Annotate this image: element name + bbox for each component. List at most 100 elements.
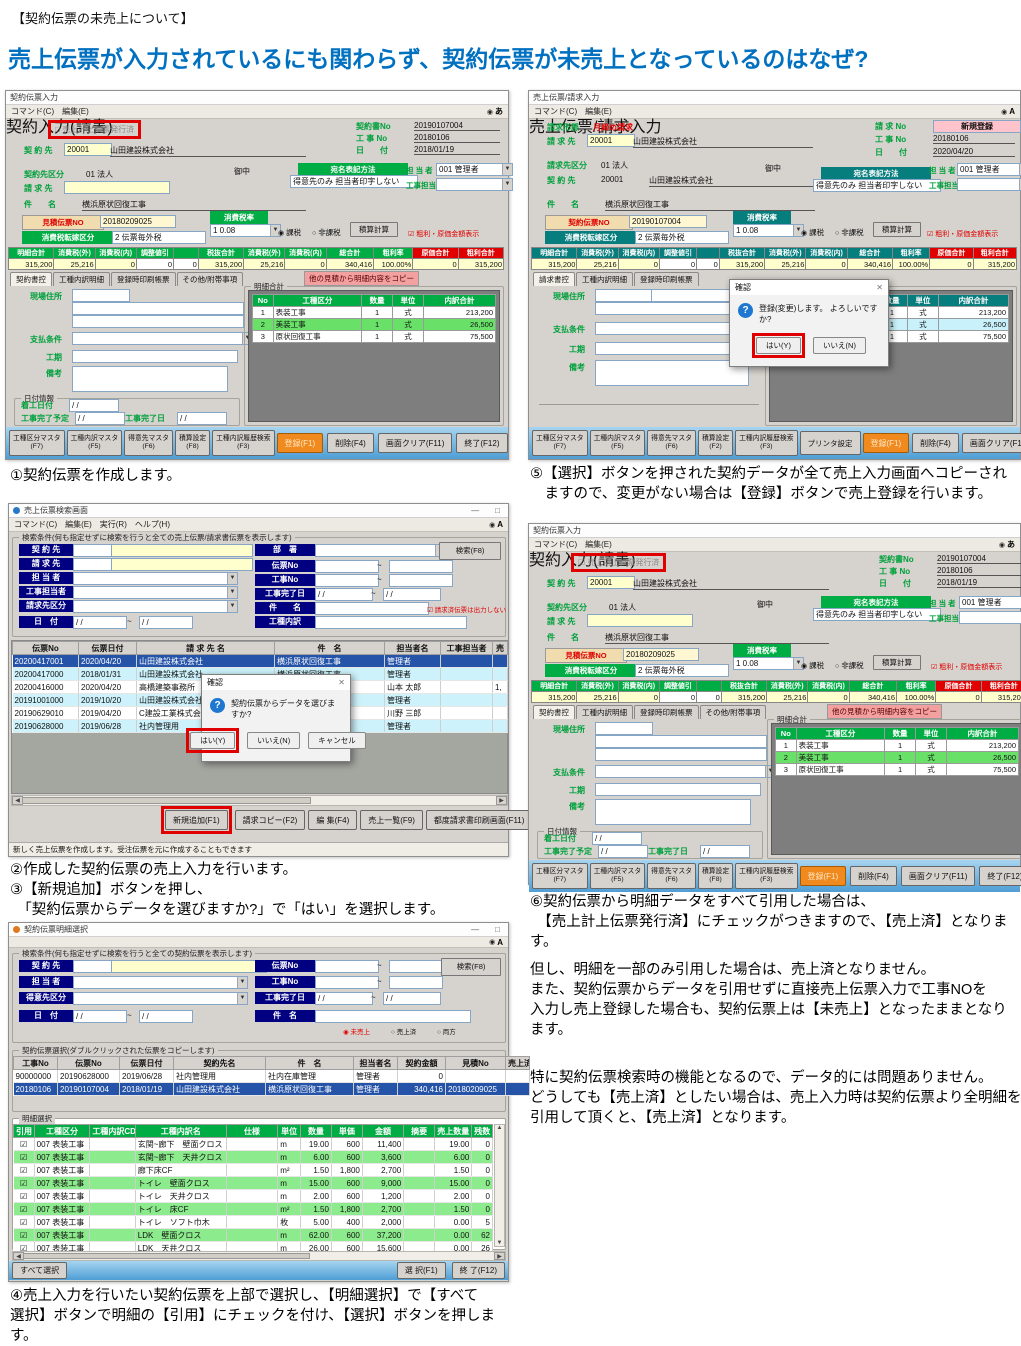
tab-other[interactable]: その他/附帯事項 <box>700 705 767 719</box>
finish-date-field[interactable]: / / <box>177 412 227 425</box>
function-button[interactable]: 得意先マスタ(F6) <box>124 430 173 456</box>
sales-list-button[interactable]: 売上一覧(F9) <box>360 810 423 830</box>
search-staff-dropdown[interactable] <box>73 572 238 585</box>
search-slipno-from[interactable] <box>315 960 379 973</box>
search-custtype-dropdown[interactable] <box>73 992 248 1005</box>
search-client-name[interactable] <box>111 960 267 973</box>
search-dept-dropdown[interactable] <box>315 544 446 557</box>
yes-button[interactable]: はい(Y) <box>190 732 235 749</box>
window-controls[interactable]: — □ <box>471 924 504 935</box>
search-date-to[interactable]: / / <box>139 616 193 629</box>
staff-dropdown[interactable]: 001 管理者 <box>957 163 1021 176</box>
planned-finish-field[interactable]: / / <box>598 845 648 858</box>
search-billtype-dropdown[interactable] <box>73 600 238 613</box>
finish-date-field[interactable]: / / <box>700 845 750 858</box>
function-button[interactable]: 得意先マスタ(F6) <box>647 863 696 889</box>
site-address-field1[interactable] <box>595 289 653 302</box>
menu-bar[interactable]: コマンド(C) 編集(E) 実行(R) ヘルプ(H) ◉A <box>9 518 508 532</box>
tab-detail[interactable]: 工種内訳明細 <box>53 272 110 286</box>
function-button[interactable]: 積算設定(F2) <box>698 430 733 456</box>
invoice-copy-button[interactable]: 請求コピー(F2) <box>235 810 306 830</box>
radio-sold[interactable]: ○ 売上済 <box>391 1026 416 1036</box>
function-button[interactable]: 工種内訳マスタ(F5) <box>67 430 123 456</box>
menu-items[interactable]: コマンド(C) 編集(E) <box>534 539 612 550</box>
site-address-field1[interactable] <box>72 289 130 302</box>
estimate-calc-button[interactable]: 積算計算 <box>873 655 921 670</box>
function-button[interactable]: 工種内訳マスタ(F5) <box>590 430 646 456</box>
search-workno-from[interactable] <box>315 976 379 989</box>
copy-from-estimate-button[interactable]: 他の見積から明細内容をコピー <box>827 704 942 719</box>
printer-settings-button[interactable]: プリンタ設定 <box>800 431 861 455</box>
site-address-field3[interactable] <box>72 315 244 328</box>
delete-button[interactable]: 削除(F4) <box>327 433 374 453</box>
search-finish-from[interactable]: / / <box>315 992 373 1005</box>
copy-from-estimate-button[interactable]: 他の見積から明細内容をコピー <box>304 271 419 286</box>
staff-dropdown[interactable]: 001 管理者 <box>436 163 513 176</box>
delete-button[interactable]: 削除(F4) <box>912 433 959 453</box>
search-subject-field[interactable] <box>315 602 429 615</box>
function-button[interactable]: 積算設定(F8) <box>175 430 210 456</box>
menu-bar[interactable]: コマンド(C) 編集(E) ◉A <box>529 105 1020 119</box>
search-workno-to[interactable] <box>389 976 443 989</box>
function-button[interactable]: 工種内訳履歴検索(F3) <box>212 430 274 456</box>
tab-print-forms[interactable]: 登録時印刷帳票 <box>111 272 176 286</box>
taxable-radio[interactable]: 課税 <box>801 660 824 671</box>
function-button[interactable]: 工種内訳マスタ(F5) <box>590 863 646 889</box>
tax-rate-dropdown[interactable]: 1 0.08 <box>733 657 804 670</box>
no-button[interactable]: いいえ(N) <box>247 732 300 749</box>
function-button[interactable]: 得意先マスタ(F6) <box>647 430 696 456</box>
scroll-right-icon[interactable]: ▶ <box>494 1252 505 1260</box>
search-subject-field[interactable] <box>315 1010 471 1023</box>
site-address-field1[interactable] <box>595 722 653 735</box>
work-staff-dropdown[interactable] <box>957 178 1021 191</box>
search-date-from[interactable]: / / <box>73 616 127 629</box>
search-client-code[interactable] <box>73 544 115 557</box>
menu-bar[interactable]: コマンド(C) 編集(E) ◉あ <box>6 105 508 119</box>
taxable-radio[interactable]: 課税 <box>278 227 301 238</box>
menu-bar[interactable]: コマンド(C) 編集(E) ◉あ <box>529 538 1020 552</box>
sales-slip-issued-checkbox[interactable]: □ 売上計上伝票発行済 <box>55 124 134 135</box>
function-button[interactable]: 工種内訳履歴検索(F3) <box>735 863 797 889</box>
billing-field[interactable] <box>64 181 170 194</box>
search-workno-from[interactable] <box>315 574 379 587</box>
search-button[interactable]: 検索(F8) <box>439 542 501 560</box>
client-code-field[interactable]: 20001 <box>64 143 112 156</box>
site-address-field2[interactable] <box>72 302 244 315</box>
search-slipno-to[interactable] <box>389 960 443 973</box>
profit-display-checkbox[interactable]: 粗利・原価金額表示 <box>931 662 1002 672</box>
nontaxable-radio[interactable]: 非課税 <box>835 660 864 671</box>
add-new-button[interactable]: 新規追加(F1) <box>165 810 228 830</box>
work-period-field[interactable] <box>595 783 761 796</box>
work-staff-dropdown[interactable] <box>436 178 513 191</box>
invoice-print-button[interactable]: 都度請求書印刷画面(F11) <box>426 810 533 830</box>
scrollbar-thumb[interactable] <box>22 797 311 804</box>
exit-button[interactable]: 終了(F12) <box>456 433 507 453</box>
horizontal-scrollbar[interactable]: ◀ ▶ <box>12 1251 506 1261</box>
tab-other[interactable]: その他/附帯事項 <box>177 272 244 286</box>
search-staff-dropdown[interactable] <box>73 976 248 989</box>
vertical-scrollbar[interactable]: ▲▼ <box>494 1124 505 1247</box>
payment-terms-dropdown[interactable] <box>595 765 776 778</box>
staff-dropdown[interactable]: 001 管理者 <box>959 596 1021 609</box>
profit-display-checkbox[interactable]: 粗利・原価金額表示 <box>408 229 479 239</box>
menu-items[interactable]: コマンド(C) 編集(E) 実行(R) ヘルプ(H) <box>14 519 170 530</box>
estimate-calc-button[interactable]: 積算計算 <box>873 222 921 237</box>
start-date-field[interactable]: / / <box>592 832 642 845</box>
search-finish-to[interactable]: / / <box>383 992 441 1005</box>
function-button[interactable]: 工種区分マスタ(F7) <box>532 863 588 889</box>
tab-contract-copy[interactable]: 契約書控 <box>10 272 52 286</box>
search-client-name[interactable] <box>111 544 253 557</box>
search-finish-from[interactable]: / / <box>315 588 373 601</box>
delete-button[interactable]: 削除(F4) <box>850 866 897 886</box>
client-code-field[interactable]: 20001 <box>587 576 635 589</box>
search-date-from[interactable]: / / <box>73 1010 127 1023</box>
